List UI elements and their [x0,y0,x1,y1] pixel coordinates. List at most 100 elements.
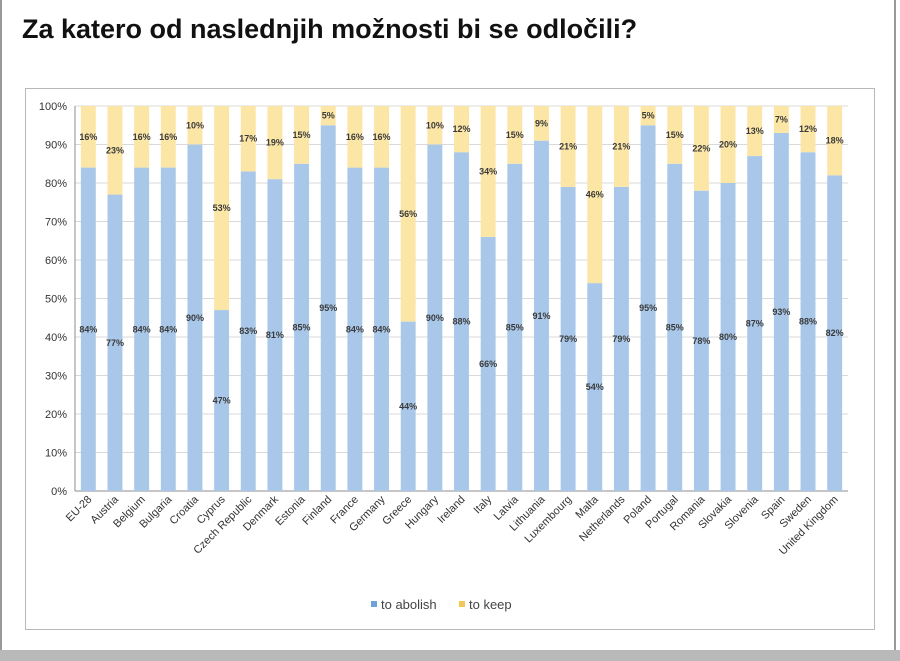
y-tick-label: 0% [51,486,67,498]
data-label-keep: 15% [666,130,684,140]
data-label-abolish: 84% [79,324,97,334]
data-label-abolish: 77% [106,338,124,348]
bar-segment-abolish [773,132,789,491]
data-label-abolish: 85% [506,322,524,332]
data-label-abolish: 87% [746,319,764,329]
data-label-abolish: 44% [399,401,417,411]
data-label-keep: 10% [426,120,444,130]
bar-segment-keep [107,106,123,195]
data-label-keep: 16% [346,132,364,142]
data-label-keep: 5% [322,111,335,121]
x-category-label: Ireland [435,494,467,526]
bar-segment-keep [640,106,656,126]
data-label-abolish: 84% [133,324,151,334]
bar-segment-keep [427,106,443,145]
data-label-abolish: 84% [373,324,391,334]
bar-segment-abolish [613,186,629,491]
stacked-bar-chart: 0%10%20%30%40%50%60%70%80%90%100%84%16%E… [39,101,848,612]
y-tick-label: 90% [45,140,67,152]
data-label-abolish: 90% [186,313,204,323]
y-tick-label: 100% [39,101,67,113]
chart-container: 0% 10% 20% 30% 40% 50% 60% 70% 80% 90% 100% 84% 16% E… [25,88,875,630]
x-category-label: Finland [300,494,334,528]
bar-segment-abolish [587,283,603,491]
bar-segment-abolish [640,125,656,491]
data-label-keep: 21% [559,141,577,151]
data-label-keep: 16% [373,132,391,142]
bar-segment-keep [534,106,549,141]
bar-segment-keep [454,106,469,153]
data-label-abolish: 82% [826,328,844,338]
data-label-abolish: 84% [346,324,364,334]
data-label-abolish: 93% [772,307,790,317]
bar-segment-keep [480,106,496,237]
y-tick-label: 30% [45,371,67,383]
data-label-keep: 19% [266,138,284,148]
bar-segment-keep [347,106,363,168]
bar-segment-abolish [107,194,123,492]
data-label-abolish: 85% [666,322,684,332]
bar-segment-keep [693,106,709,191]
bar-segment-keep [214,106,230,311]
x-category-label: Croatia [168,493,202,527]
bar-segment-abolish [187,144,203,491]
bar-segment-keep [667,106,683,164]
data-label-keep: 21% [612,141,630,151]
bar-segment-keep [827,106,843,176]
legend-swatch-keep [459,601,465,607]
bar-segment-abolish [454,152,469,491]
bar-segment-abolish [214,310,230,491]
bar-segment-keep [80,106,96,168]
data-label-keep: 12% [799,124,817,134]
y-tick-label: 10% [45,448,67,460]
bar-segment-abolish [534,140,549,491]
y-tick-label: 80% [45,178,67,190]
bar-segment-abolish [747,156,763,492]
bar-segment-keep [187,106,203,145]
data-label-keep: 18% [826,136,844,146]
data-label-keep: 16% [79,132,97,142]
y-tick-label: 20% [45,409,67,421]
legend-swatch-abolish [371,601,377,607]
bar-segment-keep [720,106,736,183]
data-label-abolish: 79% [559,334,577,344]
bar-segment-keep [587,106,603,284]
data-label-keep: 23% [106,145,124,155]
bar-segment-keep [773,106,789,133]
data-label-abolish: 80% [719,332,737,342]
data-label-keep: 46% [586,190,604,200]
data-label-keep: 22% [692,143,710,153]
data-label-abolish: 81% [266,330,284,340]
bar-segment-abolish [160,167,176,491]
data-label-keep: 12% [452,124,470,134]
data-label-keep: 9% [535,118,548,128]
bar-segment-abolish [507,163,523,491]
bottom-scrollbar [0,650,900,661]
bar-segment-abolish [80,167,96,491]
data-label-keep: 16% [133,132,151,142]
data-label-keep: 7% [775,114,788,124]
legend-label-keep: to keep [469,597,512,612]
bar-segment-abolish [800,152,816,491]
page-title: Za katero od naslednjih možnosti bi se o… [22,14,638,44]
data-label-abolish: 83% [239,326,257,336]
bar-segment-abolish [134,167,150,491]
legend-label-abolish: to abolish [381,597,437,612]
data-label-abolish: 47% [213,396,231,406]
y-tick-label: 50% [45,294,67,306]
data-label-keep: 5% [642,111,655,121]
y-tick-label: 40% [45,332,67,344]
data-label-abolish: 88% [799,317,817,327]
data-label-abolish: 91% [532,311,550,321]
data-label-abolish: 95% [639,303,657,313]
data-label-abolish: 79% [612,334,630,344]
data-label-keep: 17% [239,134,257,144]
bar-segment-abolish [427,144,443,491]
data-label-abolish: 88% [452,317,470,327]
bar-segment-keep [294,106,310,164]
bar-segment-abolish [294,163,310,491]
bar-segment-keep [160,106,176,168]
data-label-keep: 20% [719,140,737,150]
bar-segment-keep [134,106,150,168]
data-label-keep: 13% [746,126,764,136]
